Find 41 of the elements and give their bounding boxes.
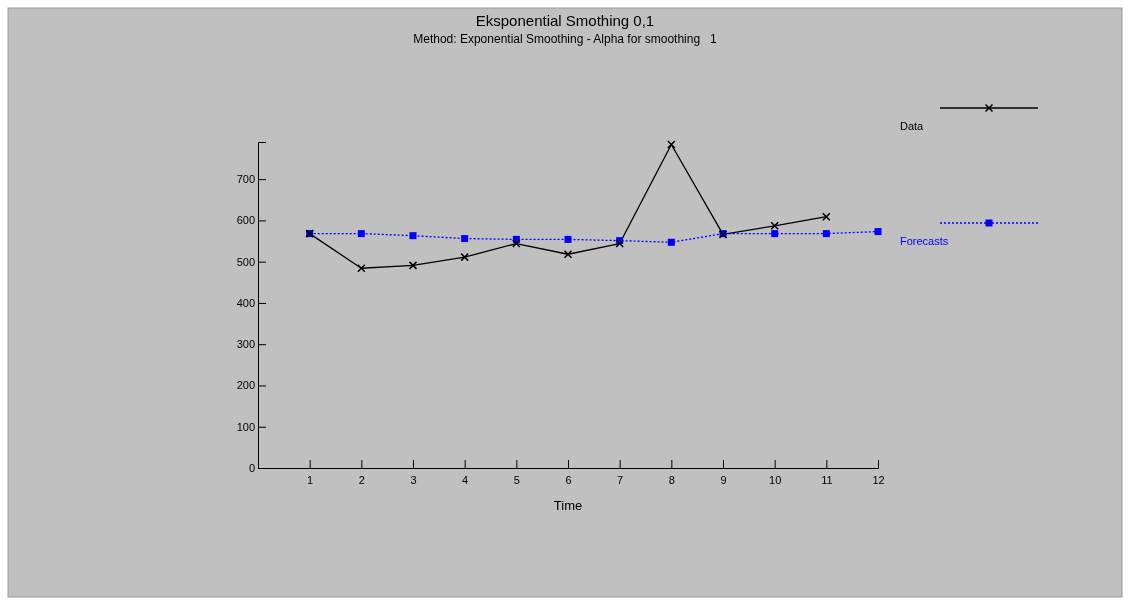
series-label: Forecasts [900, 235, 949, 247]
point [822, 212, 831, 221]
point [667, 238, 675, 246]
x-tick-label: 7 [617, 473, 624, 486]
x-tick-label: 3 [410, 473, 417, 486]
y-tick-label: 700 [236, 173, 255, 186]
point [667, 140, 676, 149]
y-tick-label: 500 [236, 255, 255, 268]
x-axis-title: Time [553, 498, 583, 513]
x-tick-label: 1 [307, 473, 314, 486]
point [461, 235, 469, 243]
x-tick-label: 2 [358, 473, 365, 486]
x-tick-label: 10 [769, 473, 782, 486]
chart-subtitle: Method: Exponential Smoothing - Alpha for smoothing 1 [413, 32, 718, 46]
x-tick-label: 11 [821, 473, 833, 486]
point [408, 261, 418, 270]
point [409, 232, 417, 240]
point [460, 252, 469, 262]
y-tick-label: 600 [236, 214, 255, 227]
y-tick-label: 0 [248, 462, 255, 475]
x-tick-label: 5 [513, 473, 520, 486]
x-tick-label: 12 [872, 473, 885, 486]
x-tick-label: 8 [668, 473, 675, 486]
x-tick-label: 9 [720, 473, 727, 486]
chart-title: Eksponential Smothing 0,1 [475, 12, 655, 29]
point [770, 221, 779, 231]
point [874, 228, 882, 236]
point [512, 239, 521, 248]
y-tick-label: 200 [236, 379, 255, 392]
point [563, 249, 573, 259]
y-tick-label: 300 [236, 338, 255, 351]
y-tick-label: 400 [236, 296, 255, 309]
x-tick-label: 6 [565, 473, 572, 486]
y-tick-label: 100 [236, 420, 255, 433]
point [822, 230, 830, 238]
text: Data [900, 120, 925, 132]
point [357, 264, 366, 273]
point [564, 235, 572, 243]
x-tick-label: 4 [462, 473, 469, 486]
point [357, 230, 365, 238]
point [771, 230, 779, 238]
